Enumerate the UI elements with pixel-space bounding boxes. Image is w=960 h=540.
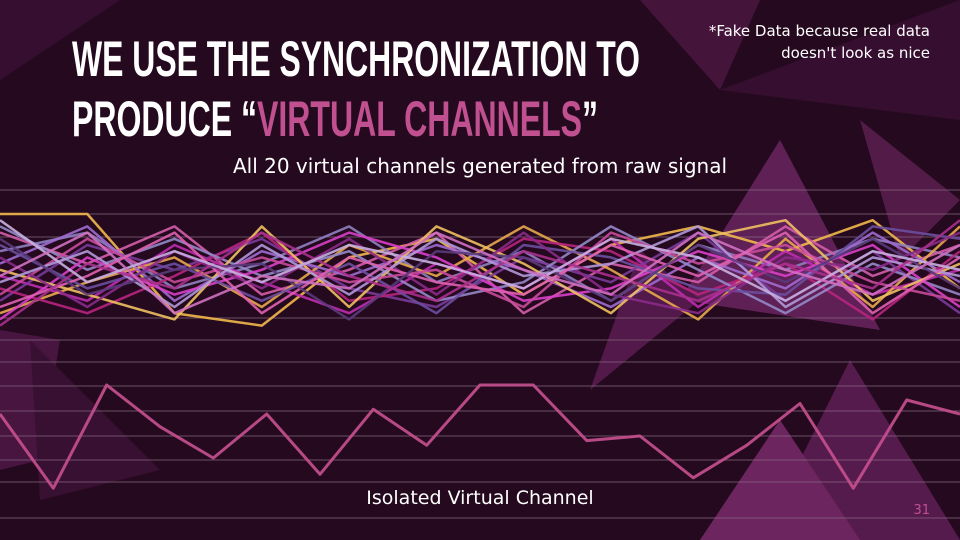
data-line — [0, 231, 960, 315]
data-line — [0, 218, 960, 321]
data-line — [0, 225, 960, 315]
page-number: 31 — [913, 503, 930, 518]
data-line — [0, 231, 960, 315]
title-line: PRODUCE “VIRTUAL CHANNELS” — [72, 91, 598, 147]
title-text: PRODUCE “ — [72, 91, 257, 147]
data-line — [0, 219, 960, 303]
data-line — [0, 231, 960, 315]
note: doesn't look as nice — [781, 44, 930, 62]
data-line — [0, 225, 960, 315]
title-line: WE USE THE SYNCHRONIZATION TO — [72, 31, 640, 87]
title-highlight: VIRTUAL CHANNELS — [257, 91, 582, 147]
chart-title: Isolated Virtual Channel — [366, 487, 593, 509]
title-text: ” — [582, 91, 598, 147]
data-line — [0, 225, 960, 303]
chart-title: All 20 virtual channels generated from r… — [233, 154, 727, 178]
data-line — [0, 383, 960, 490]
grid — [0, 189, 960, 519]
data-line — [0, 225, 960, 309]
plots — [0, 212, 960, 490]
note: *Fake Data because real data — [709, 22, 930, 40]
